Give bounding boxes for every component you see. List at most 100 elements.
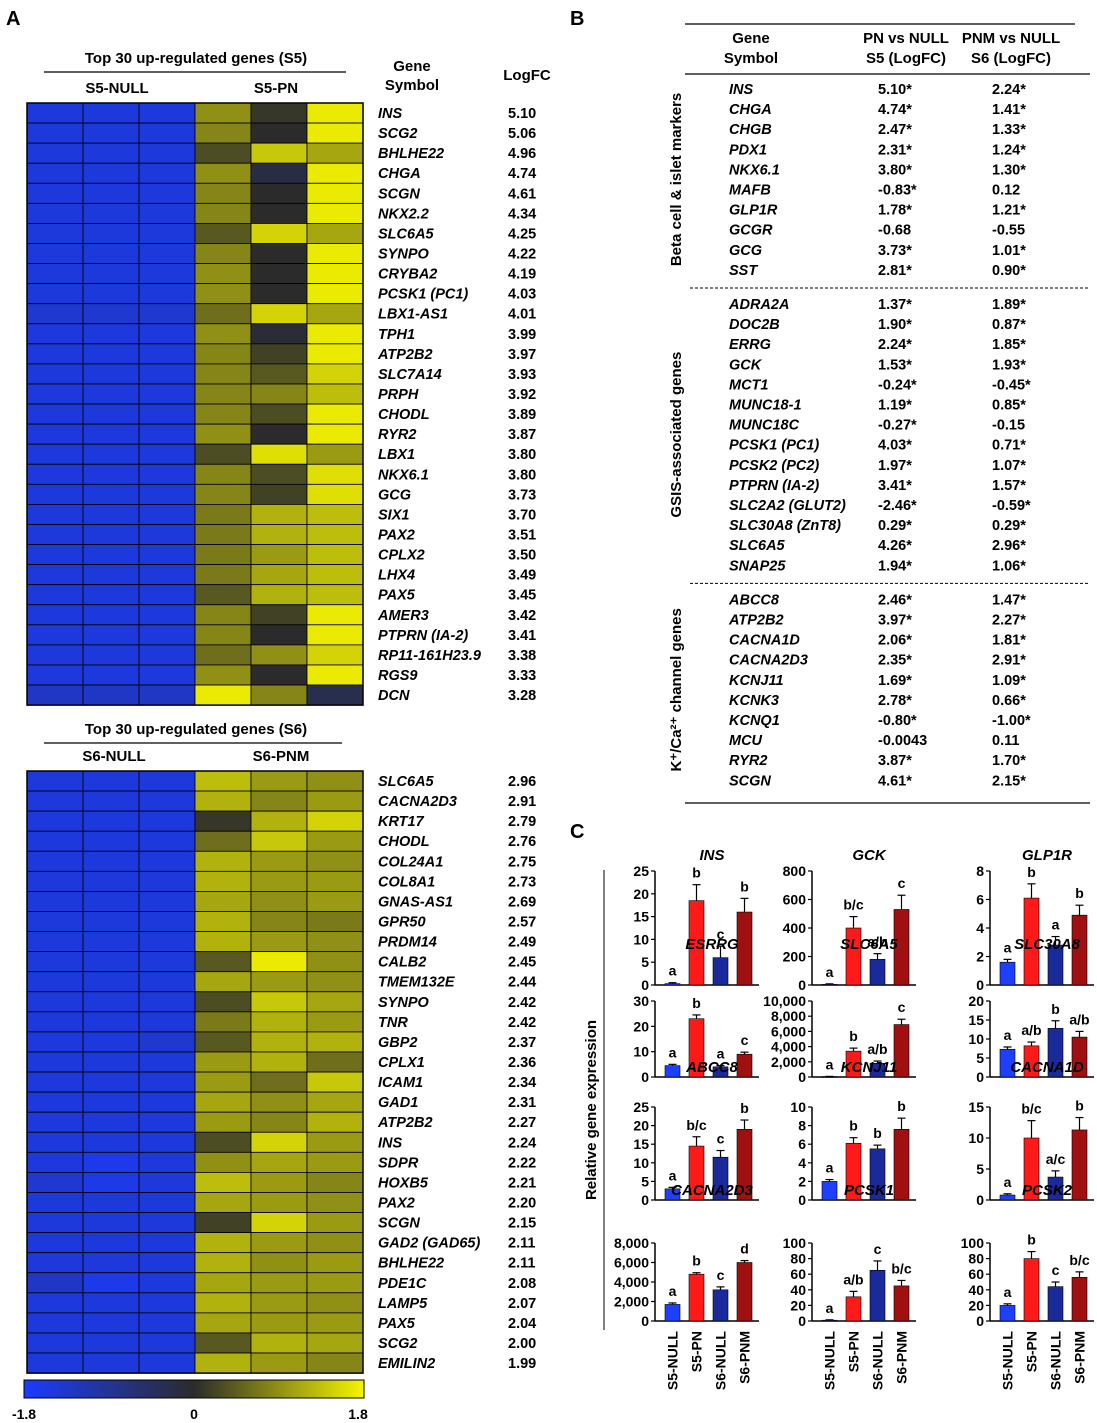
heatmap-s6-cell	[82, 931, 140, 953]
bar-significance-letter: c	[898, 875, 906, 891]
heatmap-s6-gene-label: LAMP5	[378, 1296, 428, 1312]
table-s6-logfc: 1.21*	[992, 203, 1026, 219]
heatmap-s6-cell	[250, 1312, 308, 1334]
heatmap-s6-cell	[82, 1352, 140, 1374]
heatmap-s6-cell	[26, 770, 84, 792]
table-gene-cell: MCU	[729, 733, 763, 749]
heatmap-s5-cell	[306, 102, 364, 124]
bar-significance-letter: a	[1052, 917, 1060, 933]
heatmap-s5-cell	[138, 624, 196, 646]
table-s5-logfc: 5.10*	[878, 82, 912, 98]
table-s6-logfc: 1.89*	[992, 297, 1026, 313]
heatmap-s5-cell	[306, 604, 364, 626]
bar-y-tick-label: 80	[968, 1251, 984, 1267]
table-gene-cell: PCSK2 (PC2)	[729, 458, 819, 474]
heatmap-s5-gene-label: PAX5	[378, 588, 416, 604]
heatmap-s5-cell	[26, 343, 84, 365]
table-gene-cell: ATP2B2	[728, 613, 784, 629]
heatmap-s5-cell	[306, 443, 364, 465]
table-s6-logfc: 1.06*	[992, 558, 1026, 574]
heatmap-s6-gene-label: SCG2	[378, 1336, 418, 1352]
heatmap-s5-cell	[306, 263, 364, 285]
heatmap-s6-cell	[82, 810, 140, 832]
heatmap-s5-cell	[250, 243, 308, 264]
bar-s6-pnm	[893, 1129, 910, 1201]
heatmap-s5-cell	[194, 664, 252, 686]
heatmap-s6-cell	[250, 1111, 308, 1133]
table-s5-logfc: 2.78*	[878, 693, 912, 709]
heatmap-s6-cell	[138, 1011, 196, 1033]
heatmap-s6-cell	[138, 971, 196, 993]
heatmap-s6-gene-label: HOXB5	[378, 1175, 429, 1191]
heatmap-s6-cell	[194, 1192, 252, 1213]
heatmap-s5-title: Top 30 up-regulated genes (S5)	[85, 50, 307, 67]
heatmap-s5-cell	[82, 584, 140, 606]
table-gene-cell: CACNA2D3	[729, 653, 808, 669]
heatmap-s6-cell	[26, 1071, 84, 1093]
heatmap-s6-cell	[306, 1051, 364, 1073]
heatmap-s5-cell	[306, 383, 364, 405]
bar-y-tick-label: 5	[641, 1173, 649, 1189]
heatmap-s5-logfc-value: 4.96	[508, 146, 536, 162]
heatmap-s6-cell	[250, 971, 308, 993]
heatmap-s5-gene-label: PRPH	[378, 387, 419, 403]
heatmap-s5-cell	[194, 343, 252, 365]
table-header-gene: Gene	[732, 30, 770, 47]
table-s5-logfc: 2.46*	[878, 592, 912, 608]
table-s6-logfc: -1.00*	[992, 713, 1031, 729]
color-scale-bar	[23, 1379, 365, 1399]
bar-y-tick-label: 0	[798, 1069, 806, 1085]
heatmap-s5-gene-label: PAX2	[378, 528, 415, 544]
table-s5-logfc: 1.37*	[878, 297, 912, 313]
heatmap-s5-logfc-value: 4.01	[508, 307, 536, 323]
table-gene-cell: SNAP25	[729, 558, 786, 574]
bar-y-tick-label: 10	[968, 1031, 984, 1047]
heatmap-s6-cell	[250, 1292, 308, 1314]
heatmap-s6-cell	[26, 971, 84, 993]
heatmap-s6-cell	[250, 911, 308, 932]
heatmap-s5-cell	[82, 122, 140, 144]
heatmap-s5-cell	[138, 483, 196, 505]
heatmap-s6-cell	[82, 830, 140, 852]
heatmap-s6-cell	[26, 891, 84, 912]
bar-y-tick-label: 5	[976, 1050, 984, 1066]
heatmap-s5-cell	[138, 263, 196, 285]
bar-s5-pn	[688, 1273, 705, 1322]
heatmap-s6-cell	[250, 1212, 308, 1234]
bar-significance-letter: a	[826, 1056, 834, 1072]
bar-chart-title: SLC30A8	[1014, 936, 1081, 953]
heatmap-s5-cell	[250, 604, 308, 626]
heatmap-s5-cell	[82, 624, 140, 646]
heatmap-s5-cell	[138, 383, 196, 405]
heatmap-s6-cell	[250, 991, 308, 1013]
heatmap-s6-gene-label: COL8A1	[378, 874, 435, 890]
heatmap-s5-cell	[82, 323, 140, 345]
heatmap-s6-logfc-value: 2.37	[508, 1035, 536, 1051]
heatmap-s5-cell	[306, 684, 364, 706]
bar-category-label: S6-PNM	[894, 1331, 910, 1384]
table-s5-logfc: 3.80*	[878, 162, 912, 178]
heatmap-s5-cell	[306, 202, 364, 224]
heatmap-s5-cell	[82, 343, 140, 365]
bar-significance-letter: b	[1051, 1001, 1060, 1017]
heatmap-s6-cell	[306, 1071, 364, 1093]
bar-significance-letter: a/b	[1021, 1022, 1041, 1038]
heatmap-s5-cell	[306, 644, 364, 666]
heatmap-s5-cell	[250, 544, 308, 566]
bar-significance-letter: b	[692, 995, 701, 1011]
bar-y-tick-label: 6	[798, 1136, 806, 1152]
bar-y-tick-label: 100	[783, 1235, 807, 1251]
heatmap-s5-cell	[194, 102, 252, 124]
heatmap-s5-cell	[82, 664, 140, 686]
heatmap-s5-logfc-value: 4.03	[508, 287, 536, 303]
heatmap-s5-cell	[82, 483, 140, 505]
heatmap-s5-cell	[306, 564, 364, 586]
heatmap-s5-cell	[138, 122, 196, 144]
heatmap-s6-cell	[194, 870, 252, 892]
heatmap-s6-logfc-value: 2.07	[508, 1296, 536, 1312]
heatmap-s5-cell	[250, 644, 308, 666]
heatmap-s6-cell	[194, 971, 252, 993]
heatmap-s6-cell	[138, 951, 196, 973]
heatmap-s5-gene-label: CPLX2	[378, 548, 425, 564]
heatmap-s6-cell	[82, 870, 140, 892]
